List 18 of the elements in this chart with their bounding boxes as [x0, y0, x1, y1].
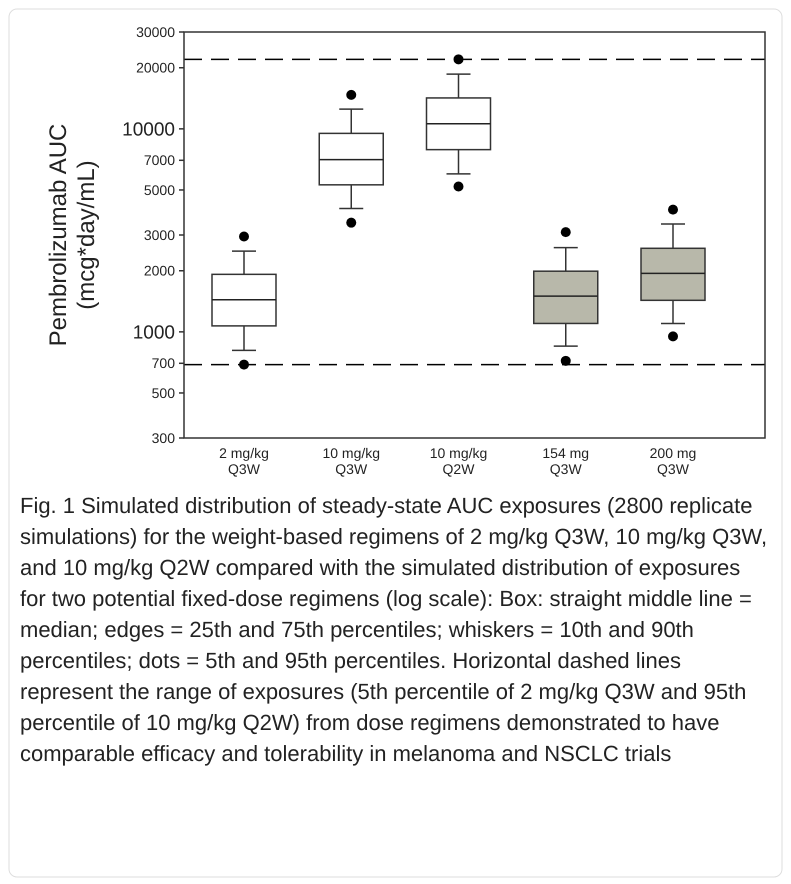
y-tick-label: 30000: [136, 24, 176, 40]
y-tick-label: 300: [152, 430, 176, 446]
y-tick-label: 20000: [136, 60, 176, 76]
x-tick-label: 154 mg Q3W: [542, 445, 590, 477]
y-tick-label: 700: [152, 355, 176, 372]
x-tick-label: 200 mg Q3W: [650, 445, 696, 477]
y-tick-label: 10000: [122, 120, 175, 141]
y-tick-label: 5000: [144, 182, 176, 198]
y-axis-title: Pembrolizumab AUC (mcg*day/mL): [45, 124, 100, 346]
x-tick-label: 10 mg/kg Q3W: [322, 445, 380, 477]
y-tick-label: 2000: [144, 262, 176, 279]
x-tick-label: 10 mg/kg Q2W: [430, 445, 488, 477]
text: Fig. 1 Simulated distribution of steady-state AUC exposures (2800 replicate simulations) for the weight-based regimens of 2 mg/kg Q3W, 10 mg/kg Q3W, and 10 mg/kg Q2W compared with the simulated distribution of exposures for two potential fixed-dose regimens (log scale): Box: straight middle line = median; edges = 25th and 75th percentiles; whiskers = 10th and 90th percentiles; dots = 5th and 95th percentiles. Horizontal dashed lines represent the range of exposures (5th percentile of 2 mg/kg Q3W and 95th percentile of 10 mg/kg Q2W) from dose regimens demonstrated to have comparable efficacy and tolerability in melanoma and NSCLC trials: [20, 493, 768, 766]
y-tick-label: 500: [152, 384, 176, 401]
y-tick-label: 3000: [144, 226, 176, 243]
y-tick-label: 1000: [132, 322, 175, 344]
y-tick-label: 7000: [144, 152, 176, 168]
x-tick-label: 2 mg/kg Q3W: [219, 445, 269, 477]
